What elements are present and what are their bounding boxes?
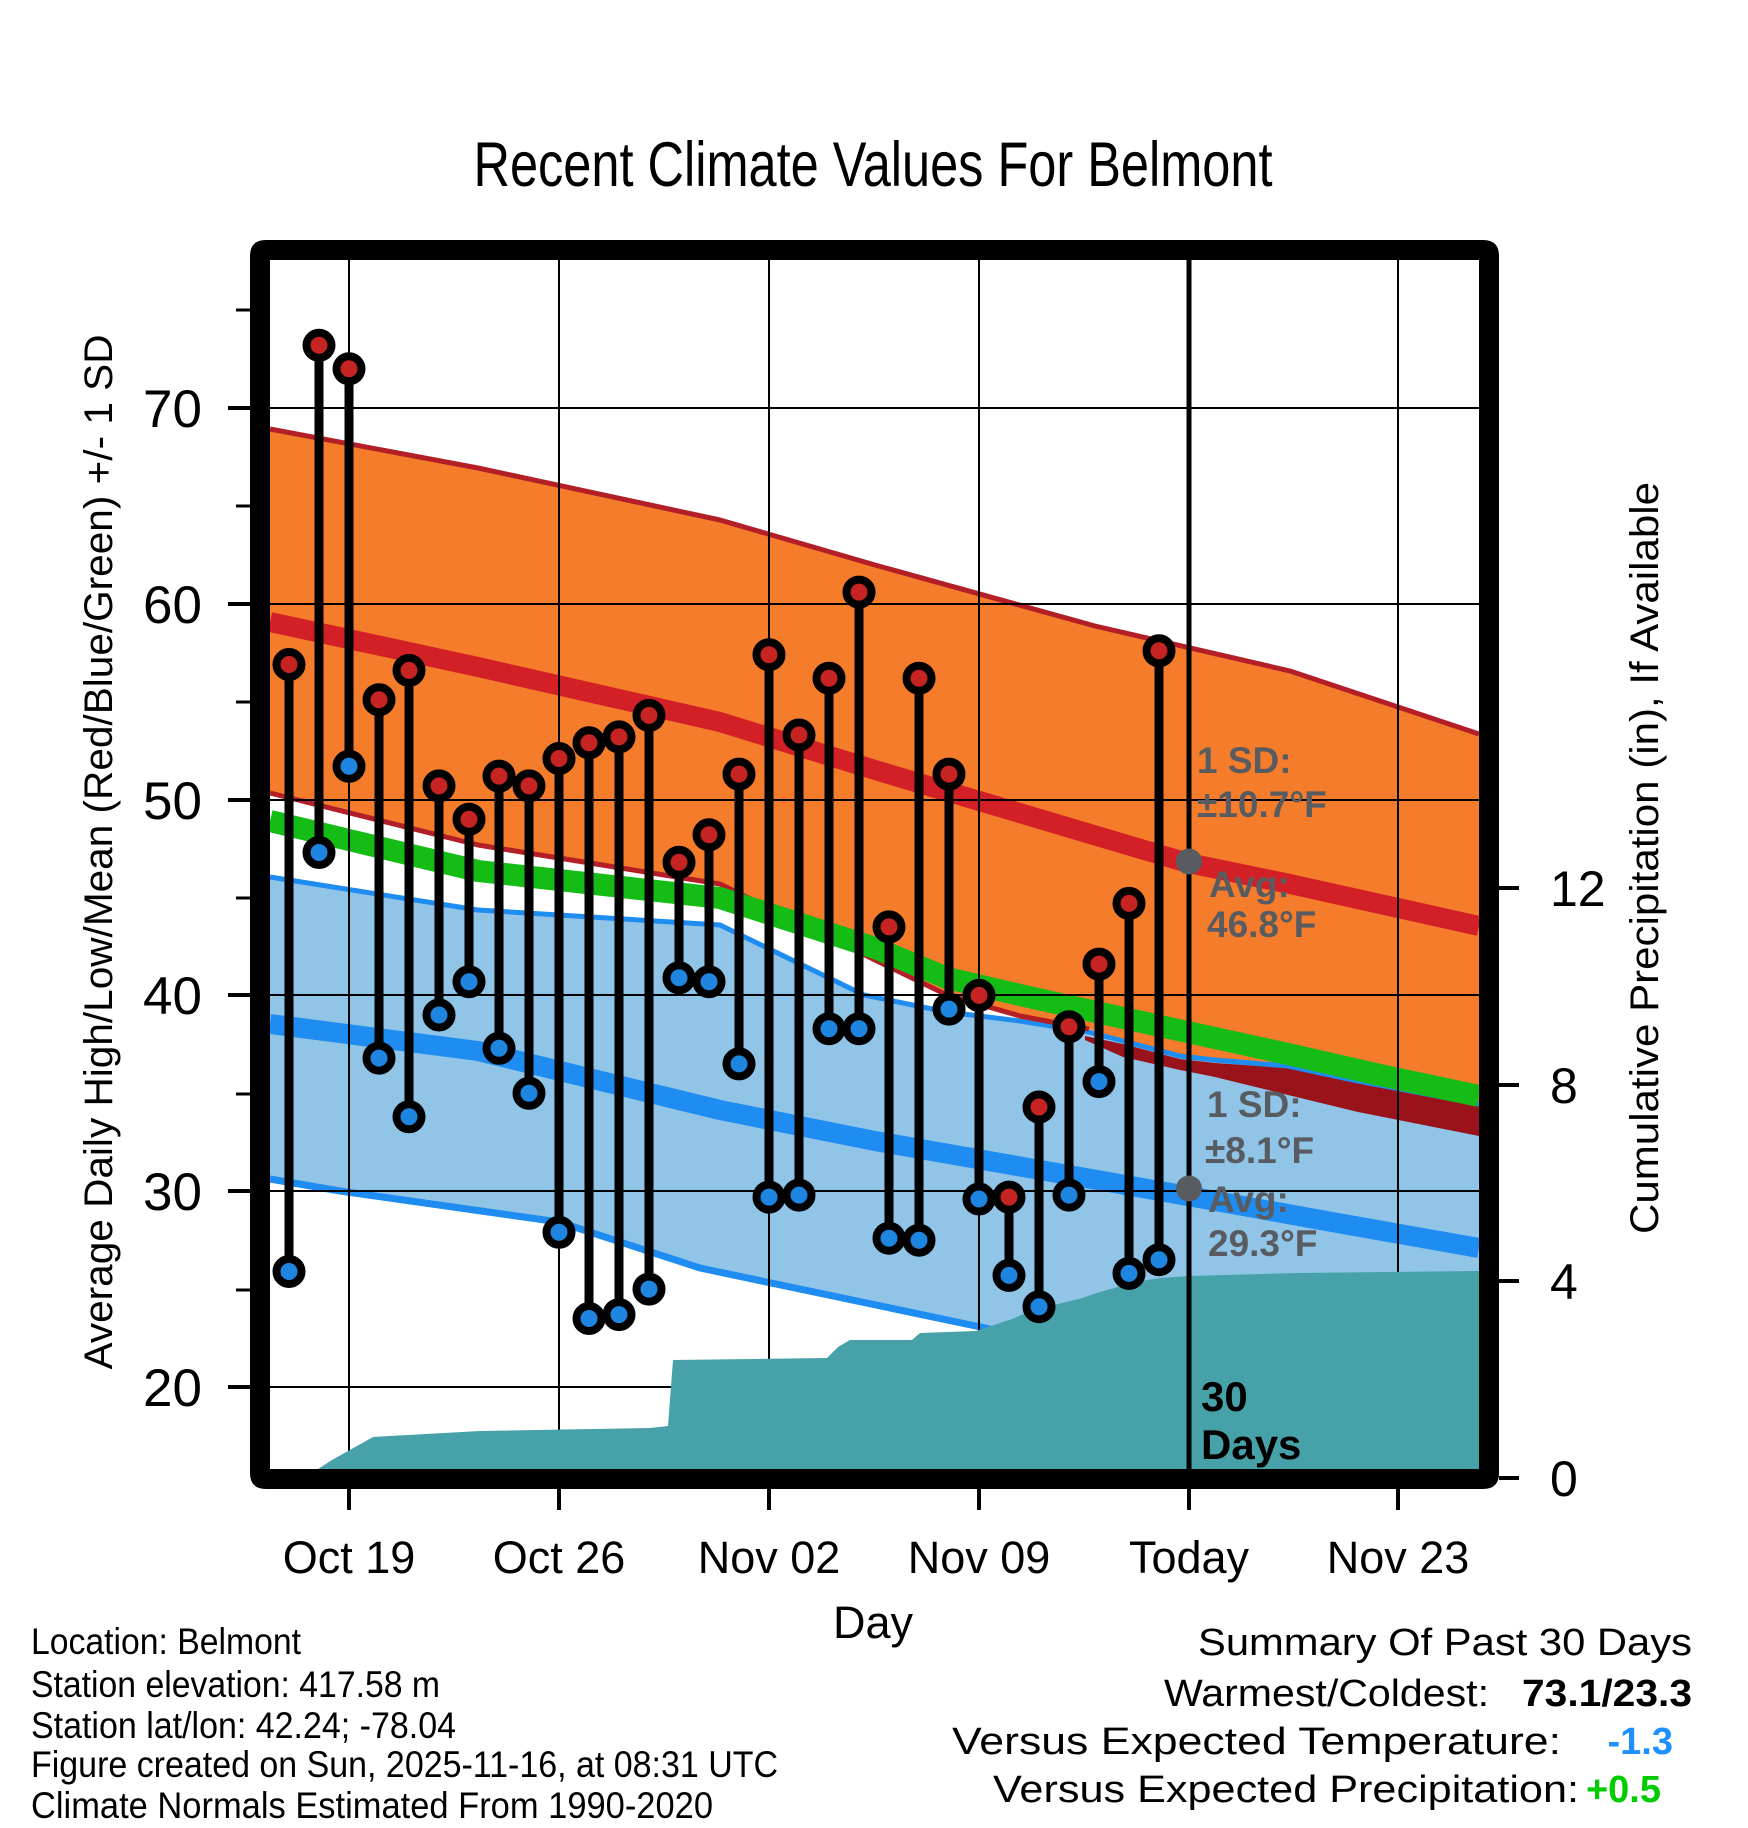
svg-text:70: 70	[143, 380, 202, 439]
svg-text:±8.1°F: ±8.1°F	[1205, 1130, 1314, 1171]
svg-text:Station elevation: 417.58 m: Station elevation: 417.58 m	[31, 1664, 440, 1705]
svg-text:60: 60	[143, 576, 202, 635]
svg-text:Oct 19: Oct 19	[283, 1532, 416, 1583]
svg-text:Day: Day	[833, 1597, 914, 1648]
svg-text:Nov 02: Nov 02	[698, 1532, 841, 1583]
svg-text:±10.7°F: ±10.7°F	[1197, 784, 1327, 825]
svg-text:Nov 09: Nov 09	[908, 1532, 1051, 1583]
svg-text:46.8°F: 46.8°F	[1207, 904, 1316, 945]
svg-text:Summary Of Past 30 Days: Summary Of Past 30 Days	[1198, 1622, 1692, 1664]
svg-text:-1.3: -1.3	[1608, 1721, 1673, 1763]
svg-text:30: 30	[143, 1163, 202, 1222]
svg-text:1 SD:: 1 SD:	[1197, 740, 1292, 781]
svg-text:0: 0	[1550, 1451, 1578, 1507]
svg-text:Avg:: Avg:	[1208, 1179, 1289, 1220]
svg-text:Location: Belmont: Location: Belmont	[31, 1621, 302, 1662]
svg-text:50: 50	[143, 772, 202, 831]
svg-text:73.1/23.3: 73.1/23.3	[1522, 1673, 1692, 1715]
svg-text:30: 30	[1201, 1373, 1248, 1420]
svg-text:Avg:: Avg:	[1209, 864, 1290, 905]
svg-text:Recent Climate Values For Belm: Recent Climate Values For Belmont	[474, 130, 1273, 200]
svg-text:4: 4	[1550, 1254, 1578, 1310]
svg-text:+0.5: +0.5	[1586, 1769, 1661, 1811]
svg-text:Cumulative Precipitation (in),: Cumulative Precipitation (in), If Availa…	[1623, 482, 1667, 1234]
svg-text:Warmest/Coldest:: Warmest/Coldest:	[1164, 1673, 1489, 1715]
svg-text:8: 8	[1550, 1058, 1578, 1114]
svg-text:12: 12	[1550, 861, 1606, 917]
svg-text:Station lat/lon: 42.24; -78.04: Station lat/lon: 42.24; -78.04	[31, 1705, 456, 1746]
svg-text:1 SD:: 1 SD:	[1207, 1084, 1302, 1125]
svg-text:Figure created on Sun, 2025-11: Figure created on Sun, 2025-11-16, at 08…	[31, 1744, 778, 1785]
svg-text:Today: Today	[1129, 1532, 1250, 1583]
svg-text:Days: Days	[1201, 1421, 1301, 1468]
svg-text:29.3°F: 29.3°F	[1208, 1223, 1317, 1264]
svg-text:20: 20	[143, 1359, 202, 1418]
svg-text:Climate Normals Estimated From: Climate Normals Estimated From 1990-2020	[31, 1785, 713, 1826]
svg-text:40: 40	[143, 967, 202, 1026]
svg-text:Versus Expected Precipitation:: Versus Expected Precipitation:	[993, 1769, 1579, 1811]
svg-text:Versus Expected Temperature:: Versus Expected Temperature:	[952, 1721, 1561, 1763]
svg-text:Oct 26: Oct 26	[493, 1532, 626, 1583]
svg-text:Nov 23: Nov 23	[1327, 1532, 1470, 1583]
svg-text:Average Daily High/Low/Mean (R: Average Daily High/Low/Mean (Red/Blue/Gr…	[77, 335, 121, 1370]
